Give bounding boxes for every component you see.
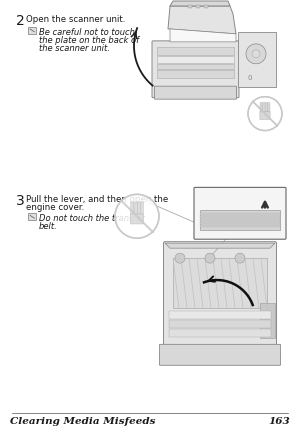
Bar — [169, 311, 271, 319]
Circle shape — [252, 51, 260, 59]
Text: 2: 2 — [16, 14, 25, 28]
FancyBboxPatch shape — [194, 188, 286, 240]
Bar — [238, 33, 276, 87]
Bar — [200, 217, 280, 219]
FancyBboxPatch shape — [137, 202, 140, 215]
Text: Do not touch the transfer: Do not touch the transfer — [39, 214, 145, 223]
FancyBboxPatch shape — [154, 87, 236, 100]
Bar — [196, 6, 200, 9]
Text: Clearing Media Misfeeds: Clearing Media Misfeeds — [10, 416, 155, 425]
Bar — [200, 214, 280, 216]
FancyBboxPatch shape — [130, 202, 134, 215]
Circle shape — [175, 253, 185, 264]
Circle shape — [115, 195, 159, 239]
FancyBboxPatch shape — [152, 42, 239, 98]
Bar — [200, 211, 280, 231]
Bar — [169, 329, 271, 337]
FancyBboxPatch shape — [130, 215, 144, 225]
Text: Open the scanner unit.: Open the scanner unit. — [26, 15, 125, 24]
Bar — [157, 48, 234, 56]
Text: Be careful not to touch: Be careful not to touch — [39, 28, 135, 37]
Circle shape — [205, 253, 215, 264]
Bar — [200, 223, 280, 225]
Text: engine cover.: engine cover. — [26, 203, 84, 212]
FancyBboxPatch shape — [164, 242, 277, 364]
Bar — [204, 6, 208, 9]
Polygon shape — [170, 2, 230, 7]
Circle shape — [248, 98, 282, 131]
Bar — [157, 57, 234, 63]
FancyBboxPatch shape — [260, 104, 262, 112]
Bar — [28, 214, 36, 221]
Bar — [188, 6, 192, 9]
FancyBboxPatch shape — [260, 112, 270, 120]
Polygon shape — [165, 244, 275, 249]
FancyBboxPatch shape — [263, 104, 265, 112]
Text: 0: 0 — [248, 75, 252, 81]
Bar — [157, 71, 234, 78]
Text: belt.: belt. — [39, 222, 58, 231]
Text: the scanner unit.: the scanner unit. — [39, 44, 110, 53]
Circle shape — [235, 253, 245, 264]
Polygon shape — [168, 7, 236, 35]
Text: 3: 3 — [16, 194, 25, 208]
FancyBboxPatch shape — [265, 104, 268, 112]
Bar — [28, 28, 36, 35]
Text: Pull the lever, and then open the: Pull the lever, and then open the — [26, 195, 168, 204]
Circle shape — [246, 45, 266, 65]
Polygon shape — [170, 30, 236, 43]
FancyBboxPatch shape — [268, 104, 270, 112]
Bar — [260, 303, 275, 338]
Text: the plate on the back of: the plate on the back of — [39, 36, 139, 45]
Bar — [157, 65, 234, 69]
Bar — [173, 259, 267, 308]
FancyBboxPatch shape — [134, 202, 137, 215]
FancyBboxPatch shape — [140, 202, 143, 215]
Bar — [200, 226, 280, 228]
Bar — [169, 320, 271, 328]
Text: 163: 163 — [268, 416, 290, 425]
FancyBboxPatch shape — [160, 345, 280, 366]
Bar — [200, 220, 280, 222]
